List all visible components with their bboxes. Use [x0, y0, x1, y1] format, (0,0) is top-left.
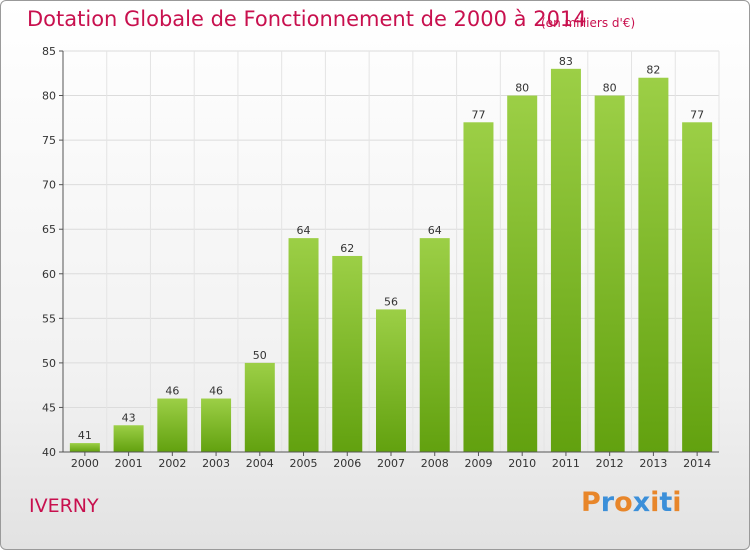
x-tick-label: 2013	[639, 457, 667, 470]
logo-letter: r	[600, 487, 615, 518]
bar	[376, 309, 406, 452]
y-tick-label: 55	[42, 312, 56, 325]
bar-value-label: 80	[515, 82, 529, 95]
bar-value-label: 50	[253, 349, 267, 362]
bar-value-label: 46	[165, 385, 179, 398]
bar	[244, 362, 275, 452]
logo-letter: P	[581, 487, 601, 518]
proxiti-logo: Proxiti	[581, 487, 682, 518]
x-tick-label: 2003	[202, 457, 230, 470]
bar-value-label: 64	[297, 224, 311, 237]
x-tick-label: 2002	[158, 457, 186, 470]
x-tick-label: 2008	[421, 457, 449, 470]
x-tick-label: 2000	[71, 457, 99, 470]
bars: 41 43 46 46 50 64 62 56 64 77 80 83 80 82 77	[69, 55, 713, 453]
bar	[507, 95, 538, 453]
logo-letter: i	[650, 487, 660, 518]
x-tick-label: 2001	[115, 457, 143, 470]
x-tick-label: 2012	[596, 457, 624, 470]
y-tick-label: 80	[42, 90, 56, 103]
x-tick-label: 2009	[464, 457, 492, 470]
x-tick-label: 2004	[246, 457, 274, 470]
y-tick-label: 65	[42, 223, 56, 236]
y-tick-label: 60	[42, 268, 56, 281]
bar	[113, 425, 144, 452]
logo-letter: o	[614, 487, 633, 518]
bar	[201, 398, 232, 452]
y-tick-label: 50	[42, 357, 56, 370]
bar-value-label: 83	[559, 55, 573, 68]
bar	[550, 68, 581, 453]
bar	[288, 238, 319, 452]
y-tick-label: 75	[42, 134, 56, 147]
y-tick-label: 85	[42, 45, 56, 58]
bar	[594, 95, 625, 453]
bar-value-label: 77	[471, 108, 485, 121]
commune-name: IVERNY	[29, 495, 99, 517]
bar-value-label: 56	[384, 295, 398, 308]
logo-letter: x	[632, 487, 651, 518]
bar	[157, 398, 188, 452]
bar	[682, 122, 713, 453]
chart-unit: (en milliers d'€)	[541, 16, 636, 30]
bar-value-label: 41	[78, 429, 92, 442]
bar	[419, 238, 450, 452]
x-tick-label: 2010	[508, 457, 536, 470]
y-tick-label: 70	[42, 179, 56, 192]
chart-title: Dotation Globale de Fonctionnement de 20…	[27, 7, 587, 31]
x-tick-label: 2006	[333, 457, 361, 470]
bar-value-label: 46	[209, 385, 223, 398]
bar	[463, 122, 494, 453]
logo-letter: i	[672, 487, 682, 518]
axes: 40 45 50 55 60 65 70 75 80 85 2000 2001 2002 2003 2004…	[42, 45, 719, 470]
x-tick-label: 2005	[290, 457, 318, 470]
bar	[332, 255, 363, 452]
bar-value-label: 80	[603, 82, 617, 95]
bar	[638, 77, 669, 452]
y-tick-label: 45	[42, 401, 56, 414]
x-tick-label: 2007	[377, 457, 405, 470]
x-tick-label: 2014	[683, 457, 711, 470]
bar-value-label: 64	[428, 224, 442, 237]
bar-value-label: 62	[340, 242, 354, 255]
bar-value-label: 43	[122, 411, 136, 424]
bar-value-label: 82	[646, 64, 660, 77]
bar	[69, 443, 100, 452]
y-tick-label: 40	[42, 446, 56, 459]
bar-value-label: 77	[690, 108, 704, 121]
x-tick-label: 2011	[552, 457, 580, 470]
logo-letter: t	[659, 487, 673, 518]
